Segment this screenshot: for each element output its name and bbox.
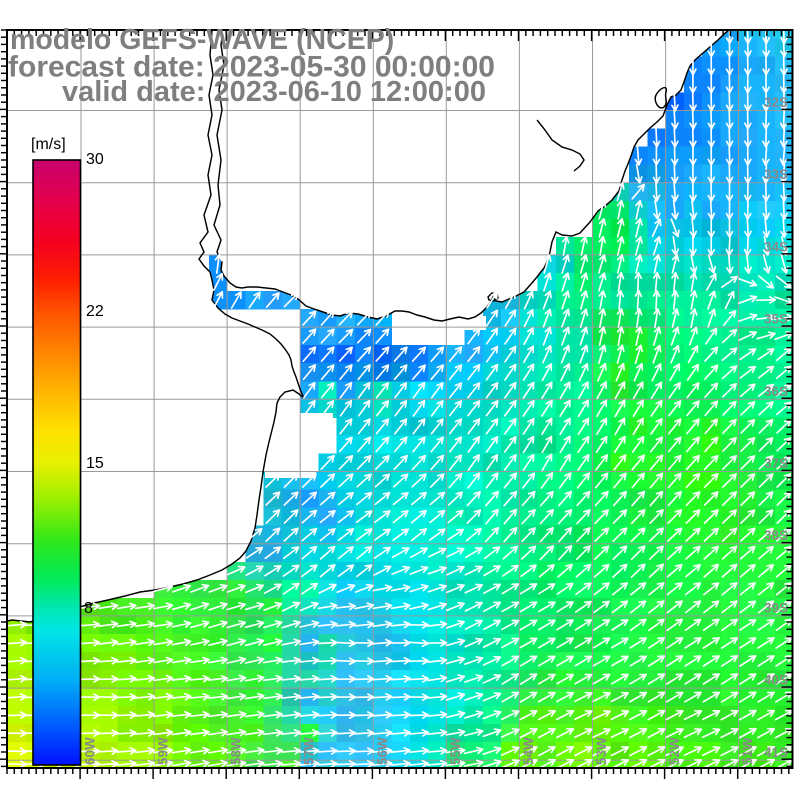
svg-text:[m/s]: [m/s] xyxy=(31,136,66,153)
svg-text:38S: 38S xyxy=(764,528,788,543)
svg-text:8: 8 xyxy=(84,600,93,617)
svg-text:41S: 41S xyxy=(764,745,788,760)
svg-text:54W: 54W xyxy=(521,737,536,765)
svg-text:37S: 37S xyxy=(764,456,788,471)
svg-text:39S: 39S xyxy=(764,600,788,615)
svg-text:60W: 60W xyxy=(83,737,98,765)
svg-text:59W: 59W xyxy=(156,737,171,765)
svg-text:32S: 32S xyxy=(764,95,788,110)
svg-text:34S: 34S xyxy=(764,239,788,254)
svg-text:valid date: 2023-06-10 12:00:0: valid date: 2023-06-10 12:00:00 xyxy=(62,76,486,108)
svg-text:30: 30 xyxy=(86,151,104,168)
svg-text:57W: 57W xyxy=(302,737,317,765)
svg-text:55W: 55W xyxy=(448,737,463,765)
svg-text:forecast date: 2023-05-30 00:0: forecast date: 2023-05-30 00:00:00 xyxy=(8,51,495,84)
svg-text:33S: 33S xyxy=(764,167,788,182)
svg-text:15: 15 xyxy=(86,455,104,472)
svg-text:36S: 36S xyxy=(764,384,788,399)
svg-text:52W: 52W xyxy=(667,737,682,765)
svg-text:modelo GEFS-WAVE (NCEP): modelo GEFS-WAVE (NCEP) xyxy=(10,24,394,56)
svg-text:22: 22 xyxy=(86,303,104,320)
svg-text:53W: 53W xyxy=(594,737,609,765)
svg-text:40S: 40S xyxy=(764,673,788,688)
svg-text:35S: 35S xyxy=(764,312,788,327)
svg-text:58W: 58W xyxy=(229,737,244,765)
svg-text:56W: 56W xyxy=(375,737,390,765)
svg-text:51W: 51W xyxy=(740,737,755,765)
